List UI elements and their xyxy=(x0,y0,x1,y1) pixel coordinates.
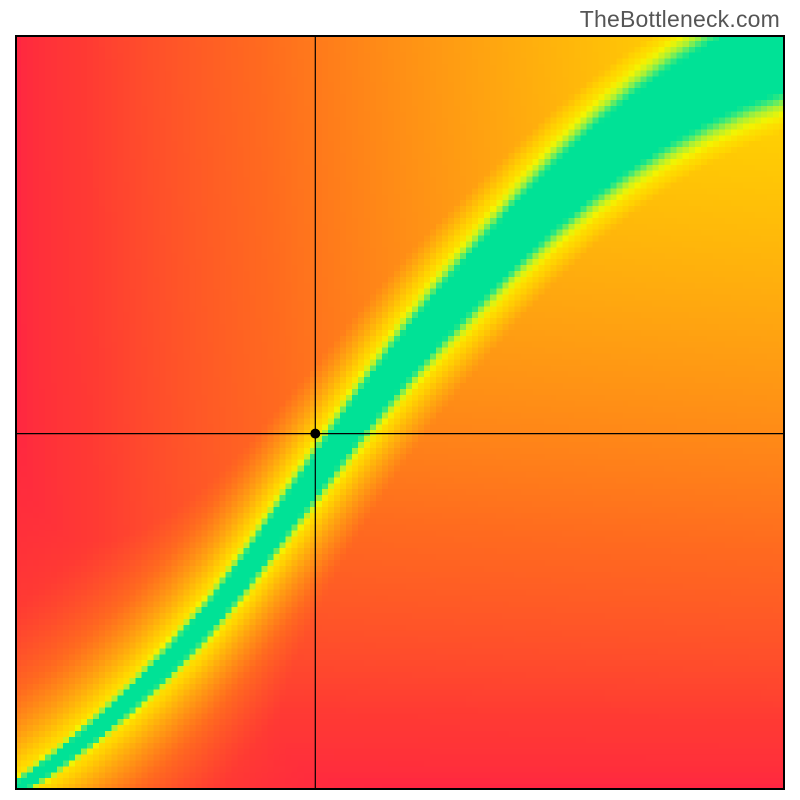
chart-container: { "watermark": { "text": "TheBottleneck.… xyxy=(0,0,800,800)
watermark-text: TheBottleneck.com xyxy=(580,6,780,33)
heatmap-canvas xyxy=(15,35,785,790)
